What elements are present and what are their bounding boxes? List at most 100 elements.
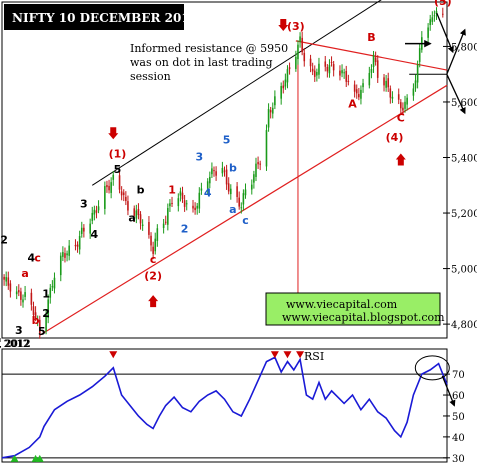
rsi-axis: 30 40 50 60 70 xyxy=(2,370,465,464)
candle-body xyxy=(135,210,138,219)
signal-arrow xyxy=(148,295,159,308)
rsi-top-marker xyxy=(270,351,279,359)
candle-body xyxy=(236,186,238,198)
candle-body xyxy=(330,62,333,64)
wave-label: a xyxy=(128,211,135,224)
rsi-highlight-circle xyxy=(414,355,450,381)
wave-label: 4 xyxy=(91,228,99,241)
candle-body xyxy=(112,174,115,180)
candle-body xyxy=(156,228,159,241)
time-tick-label: Aug 1, 2012 xyxy=(0,339,31,350)
candle-body xyxy=(374,57,377,63)
candle-body xyxy=(295,56,297,69)
candle-body xyxy=(353,84,356,92)
candle-body xyxy=(24,292,26,297)
candle-body xyxy=(179,191,182,196)
candle-body xyxy=(125,196,127,201)
candle-body xyxy=(326,66,329,72)
candle-body xyxy=(209,176,211,184)
candle-body xyxy=(433,15,436,17)
rsi-top-marker xyxy=(109,351,118,359)
candle-body xyxy=(328,64,331,74)
rsi-tick-label: 60 xyxy=(452,391,465,402)
candle-body xyxy=(185,203,188,205)
candle-body xyxy=(303,52,306,62)
candle-body xyxy=(343,72,345,74)
wave-label: 1 xyxy=(42,288,50,301)
candle-body xyxy=(229,188,232,195)
price-tick-label: 5,800 xyxy=(451,42,477,53)
wave-label: c xyxy=(150,253,157,266)
candle-body xyxy=(442,13,444,15)
candle-body xyxy=(418,48,421,62)
rsi-projection-arrow xyxy=(441,375,456,407)
candle-body xyxy=(332,64,335,71)
candle-body xyxy=(397,94,400,100)
candle-body xyxy=(284,79,287,87)
candle-body xyxy=(404,101,406,109)
signal-arrow xyxy=(108,127,119,140)
candle-body xyxy=(238,197,240,207)
candle-body xyxy=(162,223,165,228)
candle-body xyxy=(427,27,429,38)
wave-label: 5 xyxy=(38,325,46,338)
candle-body xyxy=(51,286,54,288)
wave-label: a xyxy=(229,203,236,216)
candle-body xyxy=(383,77,385,86)
candle-body xyxy=(62,252,64,257)
candle-body xyxy=(313,70,316,77)
candle-body xyxy=(133,208,136,216)
wave-label: 3 xyxy=(80,197,88,210)
candle-body xyxy=(53,277,56,289)
candle-body xyxy=(36,320,39,322)
candle-body xyxy=(45,315,47,332)
time-tick-label: Dec 1, 2012 xyxy=(0,339,30,350)
candle-body xyxy=(7,277,10,286)
candle-body xyxy=(345,70,348,82)
rsi-bottom-marker xyxy=(35,454,44,462)
candle-body xyxy=(211,168,213,175)
candle-body xyxy=(91,212,94,221)
candle-body xyxy=(89,223,91,234)
projection-arrows xyxy=(405,12,466,115)
price-tick-label: 5,400 xyxy=(451,154,477,165)
rsi-top-marker xyxy=(296,351,305,359)
candle-body xyxy=(318,63,320,75)
candle-body xyxy=(225,169,228,185)
candle-body xyxy=(316,72,318,76)
candle-body xyxy=(38,319,41,333)
candle-body xyxy=(127,201,129,211)
rsi-tick-label: 70 xyxy=(452,370,465,381)
time-tick-label: Oct 1, 2012 xyxy=(0,339,30,350)
candle-body xyxy=(389,88,392,98)
candle-body xyxy=(215,171,217,176)
candle-body xyxy=(3,276,5,280)
chart-title: NIFTY 10 DECEMBER 2012 xyxy=(12,11,198,25)
candle-body xyxy=(110,182,112,193)
wave-label: 4 xyxy=(28,252,36,265)
candle-body xyxy=(34,312,37,319)
rsi-tick-label: 40 xyxy=(452,433,465,444)
price-candles xyxy=(3,7,444,339)
watermark-line-1: www.viecapital.com xyxy=(286,298,398,311)
wave-label: (1) xyxy=(109,148,127,161)
candle-body xyxy=(406,97,408,105)
projection-arrow xyxy=(436,12,454,54)
price-tick-label: 5,200 xyxy=(451,209,477,220)
time-axis: Jun 1, 2012Aug 1, 2012Oct 1, 2012Dec 1, … xyxy=(0,338,31,350)
signal-arrow xyxy=(278,18,289,31)
candle-body xyxy=(341,70,343,74)
candle-body xyxy=(74,244,77,247)
candle-body xyxy=(387,78,390,88)
candle-body xyxy=(118,175,121,190)
candle-body xyxy=(137,208,140,216)
wave-label: (3) xyxy=(287,20,305,33)
candle-body xyxy=(360,89,362,99)
candle-body xyxy=(139,214,142,224)
candle-body xyxy=(309,58,312,67)
candle-body xyxy=(324,61,327,67)
candle-body xyxy=(227,183,230,192)
candle-body xyxy=(311,68,314,72)
candle-body xyxy=(259,163,261,165)
candle-body xyxy=(431,17,434,22)
